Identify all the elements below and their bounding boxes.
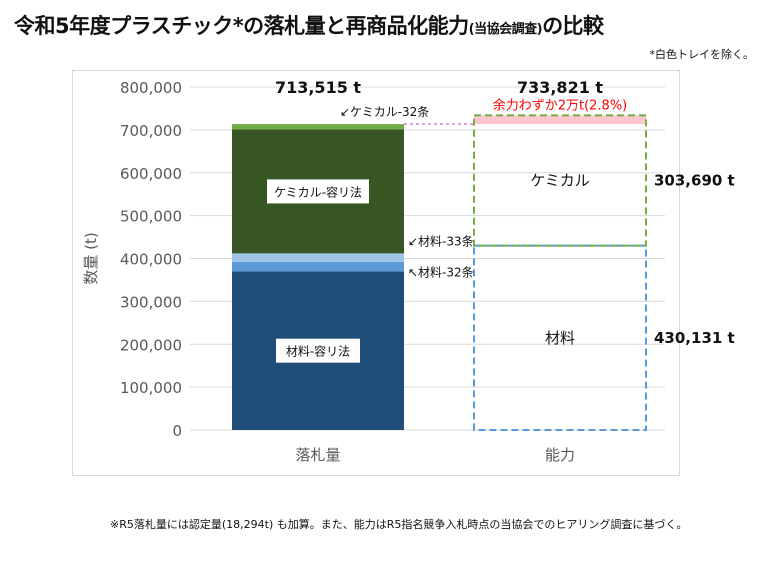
- label-material-32: ↖材料-32条: [408, 266, 474, 280]
- total-bid: 713,515 t: [275, 78, 361, 97]
- chart-frame: [72, 70, 680, 476]
- label-chemical-main: ケミカル-容リ法: [274, 184, 362, 199]
- label-capacity-material: 材料: [545, 329, 575, 347]
- label-material-main: 材料-容リ法: [286, 344, 350, 359]
- bar-segment-material_32: [232, 261, 404, 272]
- label-material-main-box: [276, 338, 360, 363]
- total-capacity: 733,821 t: [517, 78, 603, 97]
- bar-segment-chemical_32: [232, 124, 404, 130]
- y-tick-label: 500,000: [120, 208, 182, 226]
- label-chemical-main-box: [267, 179, 369, 204]
- y-tick-label: 0: [172, 422, 182, 440]
- title-sub: (当協会調査): [468, 22, 543, 37]
- bar-spare-capacity: [474, 115, 646, 125]
- y-tick-label: 600,000: [120, 165, 182, 183]
- label-material-33: ↙材料-33条: [408, 234, 474, 248]
- y-tick-label: 300,000: [120, 293, 182, 311]
- value-capacity-chemical: 303,690 t: [654, 171, 735, 189]
- y-tick-label: 800,000: [120, 79, 182, 97]
- y-tick-label: 700,000: [120, 122, 182, 140]
- footnote: ※R5落札量には認定量(18,294t) も加算。また、能力はR5指名競争入札時…: [110, 518, 688, 531]
- y-tick-label: 400,000: [120, 251, 182, 269]
- label-chemical-32: ↙ケミカル-32条: [340, 105, 429, 119]
- x-category-label: 能力: [545, 446, 575, 464]
- bar-segment-material_33: [232, 253, 404, 262]
- y-tick-label: 100,000: [120, 379, 182, 397]
- page-title: 令和5年度プラスチック*の落札量と再商品化能力(当協会調査)の比較: [14, 10, 604, 40]
- label-spare-capacity: 余力わずか2万t(2.8%): [493, 97, 628, 113]
- bar-capacity-material: [473, 244, 647, 431]
- note-top: *白色トレイを除く。: [649, 48, 755, 61]
- title-tail: の比較: [542, 14, 604, 38]
- value-capacity-material: 430,131 t: [654, 329, 735, 347]
- bar-capacity-chemical: [473, 114, 647, 247]
- x-category-label: 落札量: [295, 446, 340, 464]
- y-axis-title: 数量 (t): [82, 232, 100, 284]
- y-tick-label: 200,000: [120, 336, 182, 354]
- label-capacity-chemical: ケミカル: [530, 171, 590, 189]
- title-main: 令和5年度プラスチック*の落札量と再商品化能力: [14, 14, 469, 38]
